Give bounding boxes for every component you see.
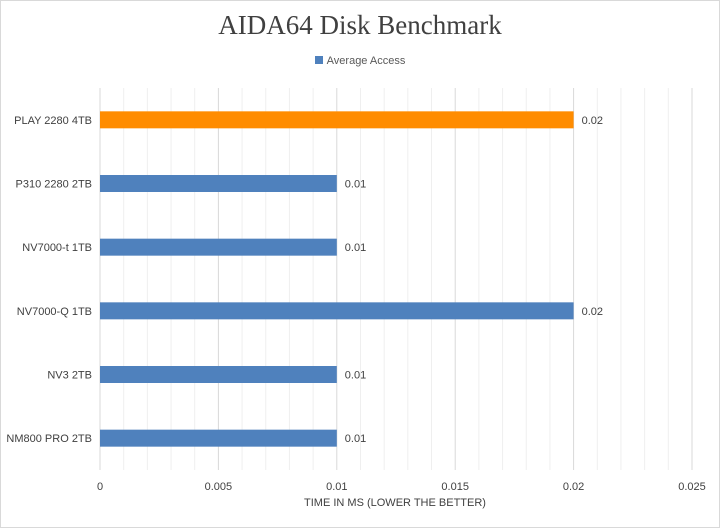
x-tick-labels: 0 0.005 0.01 0.015 0.02 0.025 <box>97 481 706 493</box>
bar <box>100 366 337 383</box>
legend-swatch <box>314 56 323 65</box>
category-label: PLAY 2280 4TB <box>14 115 92 127</box>
bar <box>100 238 337 256</box>
category-label: P310 2280 2TB <box>16 179 92 191</box>
major-gridlines <box>99 88 693 470</box>
x-tick-label: 0.005 <box>205 481 233 493</box>
x-tick-label: 0.02 <box>563 481 584 493</box>
data-label: 0.01 <box>345 433 366 445</box>
category-label: NV3 2TB <box>47 370 92 382</box>
category-label: NV7000-t 1TB <box>22 242 92 254</box>
bars <box>100 111 574 447</box>
data-label: 0.02 <box>582 306 603 318</box>
x-tick-label: 0.015 <box>441 481 469 493</box>
x-tick-label: 0 <box>97 481 103 493</box>
data-label: 0.01 <box>345 370 366 382</box>
x-tick-label: 0.025 <box>678 481 706 493</box>
data-labels: 0.02 0.01 0.01 0.02 0.01 0.01 <box>345 115 603 445</box>
category-labels: PLAY 2280 4TB P310 2280 2TB NV7000-t 1TB NV… <box>6 115 92 445</box>
bar <box>100 302 574 320</box>
chart-title: AIDA64 Disk Benchmark <box>218 10 502 40</box>
bar <box>100 111 574 129</box>
bar <box>100 175 337 192</box>
x-tick-label: 0.01 <box>326 481 347 493</box>
legend: Average Access <box>0 55 720 67</box>
legend-label: Average Access <box>326 55 406 67</box>
category-label: NV7000-Q 1TB <box>17 306 92 318</box>
data-label: 0.01 <box>345 179 366 191</box>
data-label: 0.02 <box>582 115 603 127</box>
data-label: 0.01 <box>345 242 366 254</box>
bar <box>100 429 337 447</box>
minor-gridlines <box>123 88 669 470</box>
x-axis-title: TIME IN MS (LOWER THE BETTER) <box>304 497 486 509</box>
category-label: NM800 PRO 2TB <box>6 433 92 445</box>
